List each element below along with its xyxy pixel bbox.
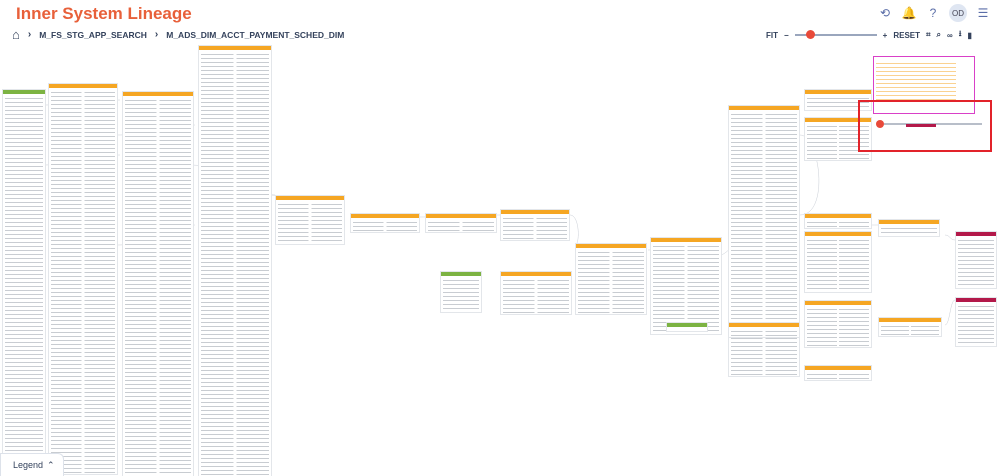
minimap-focus-box bbox=[858, 100, 992, 152]
minimap-viewport[interactable] bbox=[873, 56, 975, 114]
book-icon[interactable]: ▮ bbox=[967, 30, 972, 40]
minimap-preview bbox=[876, 60, 956, 100]
lineage-node[interactable] bbox=[122, 91, 194, 476]
header-actions: ⟲ 🔔 ? OD ☰ bbox=[877, 4, 991, 22]
minimap-thumb[interactable] bbox=[876, 120, 884, 128]
minimap[interactable] bbox=[858, 52, 992, 152]
lineage-node[interactable] bbox=[500, 271, 572, 315]
notification-bell-icon[interactable]: 🔔 bbox=[901, 6, 917, 20]
chevron-right-icon: › bbox=[27, 29, 32, 40]
lineage-node[interactable] bbox=[955, 297, 997, 347]
breadcrumb: ⌂ › M_FS_STG_APP_SEARCH › M_ADS_DIM_ACCT… bbox=[12, 27, 344, 42]
download-icon[interactable]: ⭳ bbox=[958, 29, 962, 38]
lineage-node[interactable] bbox=[804, 365, 872, 381]
zoom-out-icon[interactable]: − bbox=[784, 30, 789, 40]
chart-icon[interactable]: ⌗ bbox=[926, 30, 931, 39]
chevron-right-icon: › bbox=[154, 29, 159, 40]
search-nodes-icon[interactable]: ⌕ bbox=[936, 30, 942, 39]
lineage-node[interactable] bbox=[804, 213, 872, 229]
lineage-node[interactable] bbox=[804, 89, 872, 111]
fit-button[interactable]: FIT bbox=[766, 30, 778, 40]
history-icon[interactable]: ⟲ bbox=[879, 6, 891, 20]
lineage-node[interactable] bbox=[575, 243, 647, 315]
user-avatar[interactable]: OD bbox=[949, 4, 967, 22]
lineage-node[interactable] bbox=[804, 300, 872, 348]
lineage-node[interactable] bbox=[440, 271, 482, 313]
menu-list-icon[interactable]: ☰ bbox=[977, 6, 989, 20]
lineage-node[interactable] bbox=[350, 213, 420, 233]
lineage-node[interactable] bbox=[955, 231, 997, 289]
zoom-slider-track bbox=[794, 34, 877, 36]
lineage-canvas[interactable] bbox=[0, 45, 999, 476]
legend-label: Legend bbox=[13, 460, 44, 470]
lineage-node[interactable] bbox=[650, 237, 722, 335]
zoom-in-icon[interactable]: + bbox=[882, 30, 888, 40]
graph-toolbar: FIT − + RESET ⌗ ⌕ ∞ ⭳ ▮ bbox=[766, 28, 972, 42]
lineage-node[interactable] bbox=[500, 209, 570, 241]
lineage-node[interactable] bbox=[804, 231, 872, 293]
lineage-node[interactable] bbox=[48, 83, 118, 475]
home-icon[interactable]: ⌂ bbox=[12, 27, 20, 42]
lineage-node[interactable] bbox=[275, 195, 345, 245]
breadcrumb-item-app-search[interactable]: M_FS_STG_APP_SEARCH bbox=[39, 29, 147, 40]
zoom-slider[interactable] bbox=[794, 30, 877, 40]
link-icon[interactable]: ∞ bbox=[947, 30, 953, 40]
help-icon[interactable]: ? bbox=[929, 6, 937, 20]
lineage-node[interactable] bbox=[198, 45, 272, 476]
minimap-focus-node bbox=[906, 124, 936, 127]
lineage-node[interactable] bbox=[878, 317, 942, 337]
chevron-up-icon: ⌃ bbox=[47, 459, 55, 470]
legend-toggle[interactable]: Legend ⌃ bbox=[0, 453, 64, 476]
lineage-node[interactable] bbox=[728, 322, 800, 338]
lineage-node[interactable] bbox=[878, 219, 940, 237]
lineage-node[interactable] bbox=[425, 213, 497, 233]
breadcrumb-item-payment-sched[interactable]: M_ADS_DIM_ACCT_PAYMENT_SCHED_DIM bbox=[166, 29, 345, 40]
lineage-node[interactable] bbox=[666, 322, 708, 332]
page-title: Inner System Lineage bbox=[16, 4, 192, 23]
zoom-slider-thumb[interactable] bbox=[805, 30, 815, 39]
reset-button[interactable]: RESET bbox=[893, 30, 921, 40]
lineage-node[interactable] bbox=[2, 89, 46, 476]
